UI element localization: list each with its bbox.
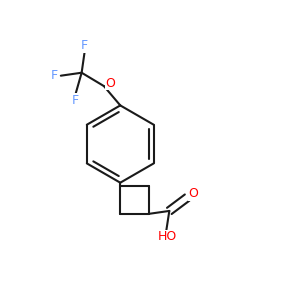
Text: O: O	[106, 76, 116, 90]
Text: O: O	[188, 188, 198, 200]
Text: HO: HO	[158, 230, 178, 243]
Text: F: F	[81, 39, 88, 52]
Text: F: F	[51, 69, 58, 82]
Text: F: F	[72, 94, 79, 106]
